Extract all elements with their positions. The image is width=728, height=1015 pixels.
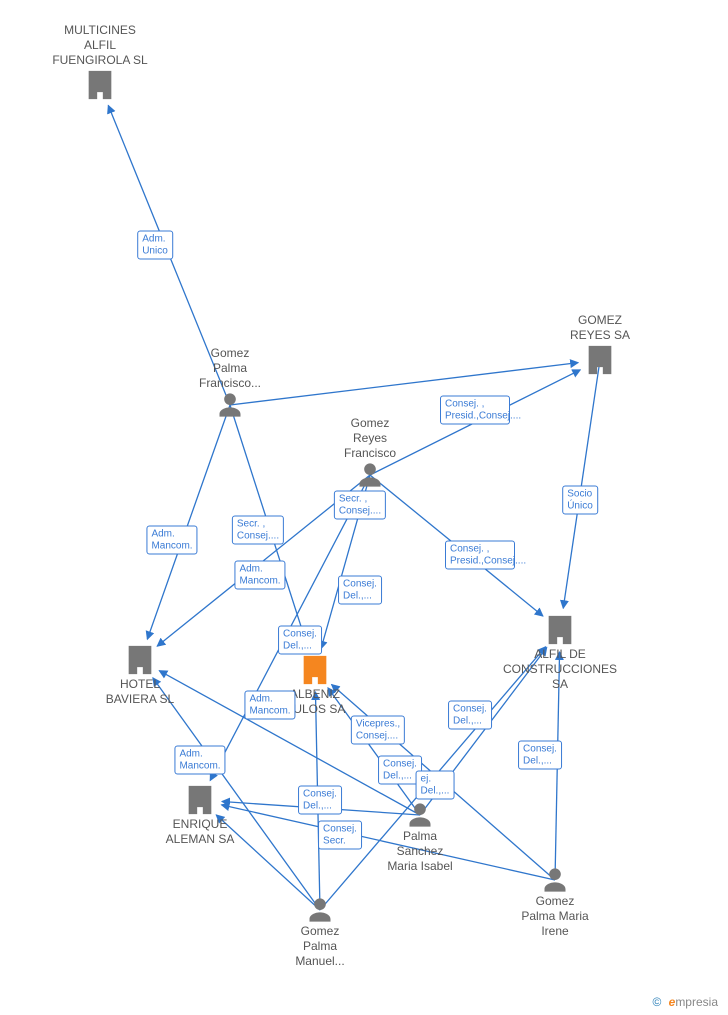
person-icon — [306, 896, 334, 924]
edge-label: Socio Único — [562, 486, 598, 515]
node-enrique_aleman[interactable]: ENRIQUE ALEMAN SA — [140, 783, 260, 847]
node-gomez_palma_francisco[interactable]: Gomez Palma Francisco... — [170, 346, 290, 419]
node-gomez_reyes_sa[interactable]: GOMEZ REYES SA — [540, 313, 660, 377]
edge-label: Adm. Mancom. — [174, 746, 225, 775]
edge-label: Adm. Mancom. — [234, 561, 285, 590]
edge-label: Secr. , Consej.... — [334, 491, 386, 520]
node-label: Gomez Palma Manuel... — [295, 924, 344, 968]
node-label: ENRIQUE ALEMAN SA — [166, 817, 235, 846]
node-label: Gomez Palma Francisco... — [199, 346, 261, 390]
edge-label: Consej. Secr. — [318, 821, 362, 850]
building-icon — [298, 653, 332, 687]
building-icon — [123, 643, 157, 677]
building-icon — [583, 343, 617, 377]
edge-line — [147, 405, 230, 639]
edge-label: Consej. , Presid.,Consej.... — [445, 541, 515, 570]
node-palma_sanchez[interactable]: Palma Sanchez Maria Isabel — [360, 801, 480, 874]
node-gomez_reyes_francisco[interactable]: Gomez Reyes Francisco — [310, 416, 430, 489]
brand-rest: mpresia — [675, 995, 718, 1009]
node-multicines[interactable]: MULTICINES ALFIL FUENGIROLA SL — [40, 23, 160, 102]
node-hotel_baviera[interactable]: HOTEL BAVIERA SL — [80, 643, 200, 707]
building-icon — [183, 783, 217, 817]
node-label: ALFIL DE CONSTRUCCIONES SA — [503, 647, 617, 691]
edge-label: Consej. Del.,... — [338, 576, 382, 605]
node-label: Palma Sanchez Maria Isabel — [387, 829, 452, 873]
edge-label: Adm. Mancom. — [146, 526, 197, 555]
edge-label: ej. Del.,... — [416, 771, 455, 800]
node-gomez_palma_manuel[interactable]: Gomez Palma Manuel... — [260, 896, 380, 969]
edge-label: Consej. , Presid.,Consej.... — [440, 396, 510, 425]
edge-label: Consej. Del.,... — [518, 741, 562, 770]
edge-label: Secr. , Consej.... — [232, 516, 284, 545]
node-label: MULTICINES ALFIL FUENGIROLA SL — [52, 23, 147, 67]
edge-label: Adm. Unico — [137, 231, 173, 260]
edge-label: Consej. Del.,... — [298, 786, 342, 815]
node-label: GOMEZ REYES SA — [570, 313, 630, 342]
building-icon — [83, 68, 117, 102]
copyright-symbol: © — [652, 995, 661, 1009]
edge-label: Adm. Mancom. — [244, 691, 295, 720]
person-icon — [216, 391, 244, 419]
edge-label: Consej. Del.,... — [278, 626, 322, 655]
person-icon — [541, 866, 569, 894]
edge-line — [563, 360, 600, 608]
person-icon — [356, 461, 384, 489]
edge-label: Consej. Del.,... — [448, 701, 492, 730]
node-gomez_palma_irene[interactable]: Gomez Palma Maria Irene — [495, 866, 615, 939]
node-label: Gomez Palma Maria Irene — [521, 894, 588, 938]
person-icon — [406, 801, 434, 829]
node-label: Gomez Reyes Francisco — [344, 416, 396, 460]
footer-credit: © empresia — [652, 995, 718, 1009]
node-label: HOTEL BAVIERA SL — [106, 677, 174, 706]
edge-label: Vicepres., Consej.... — [351, 716, 405, 745]
node-alfil_construcciones[interactable]: ALFIL DE CONSTRUCCIONES SA — [500, 613, 620, 692]
building-icon — [543, 613, 577, 647]
